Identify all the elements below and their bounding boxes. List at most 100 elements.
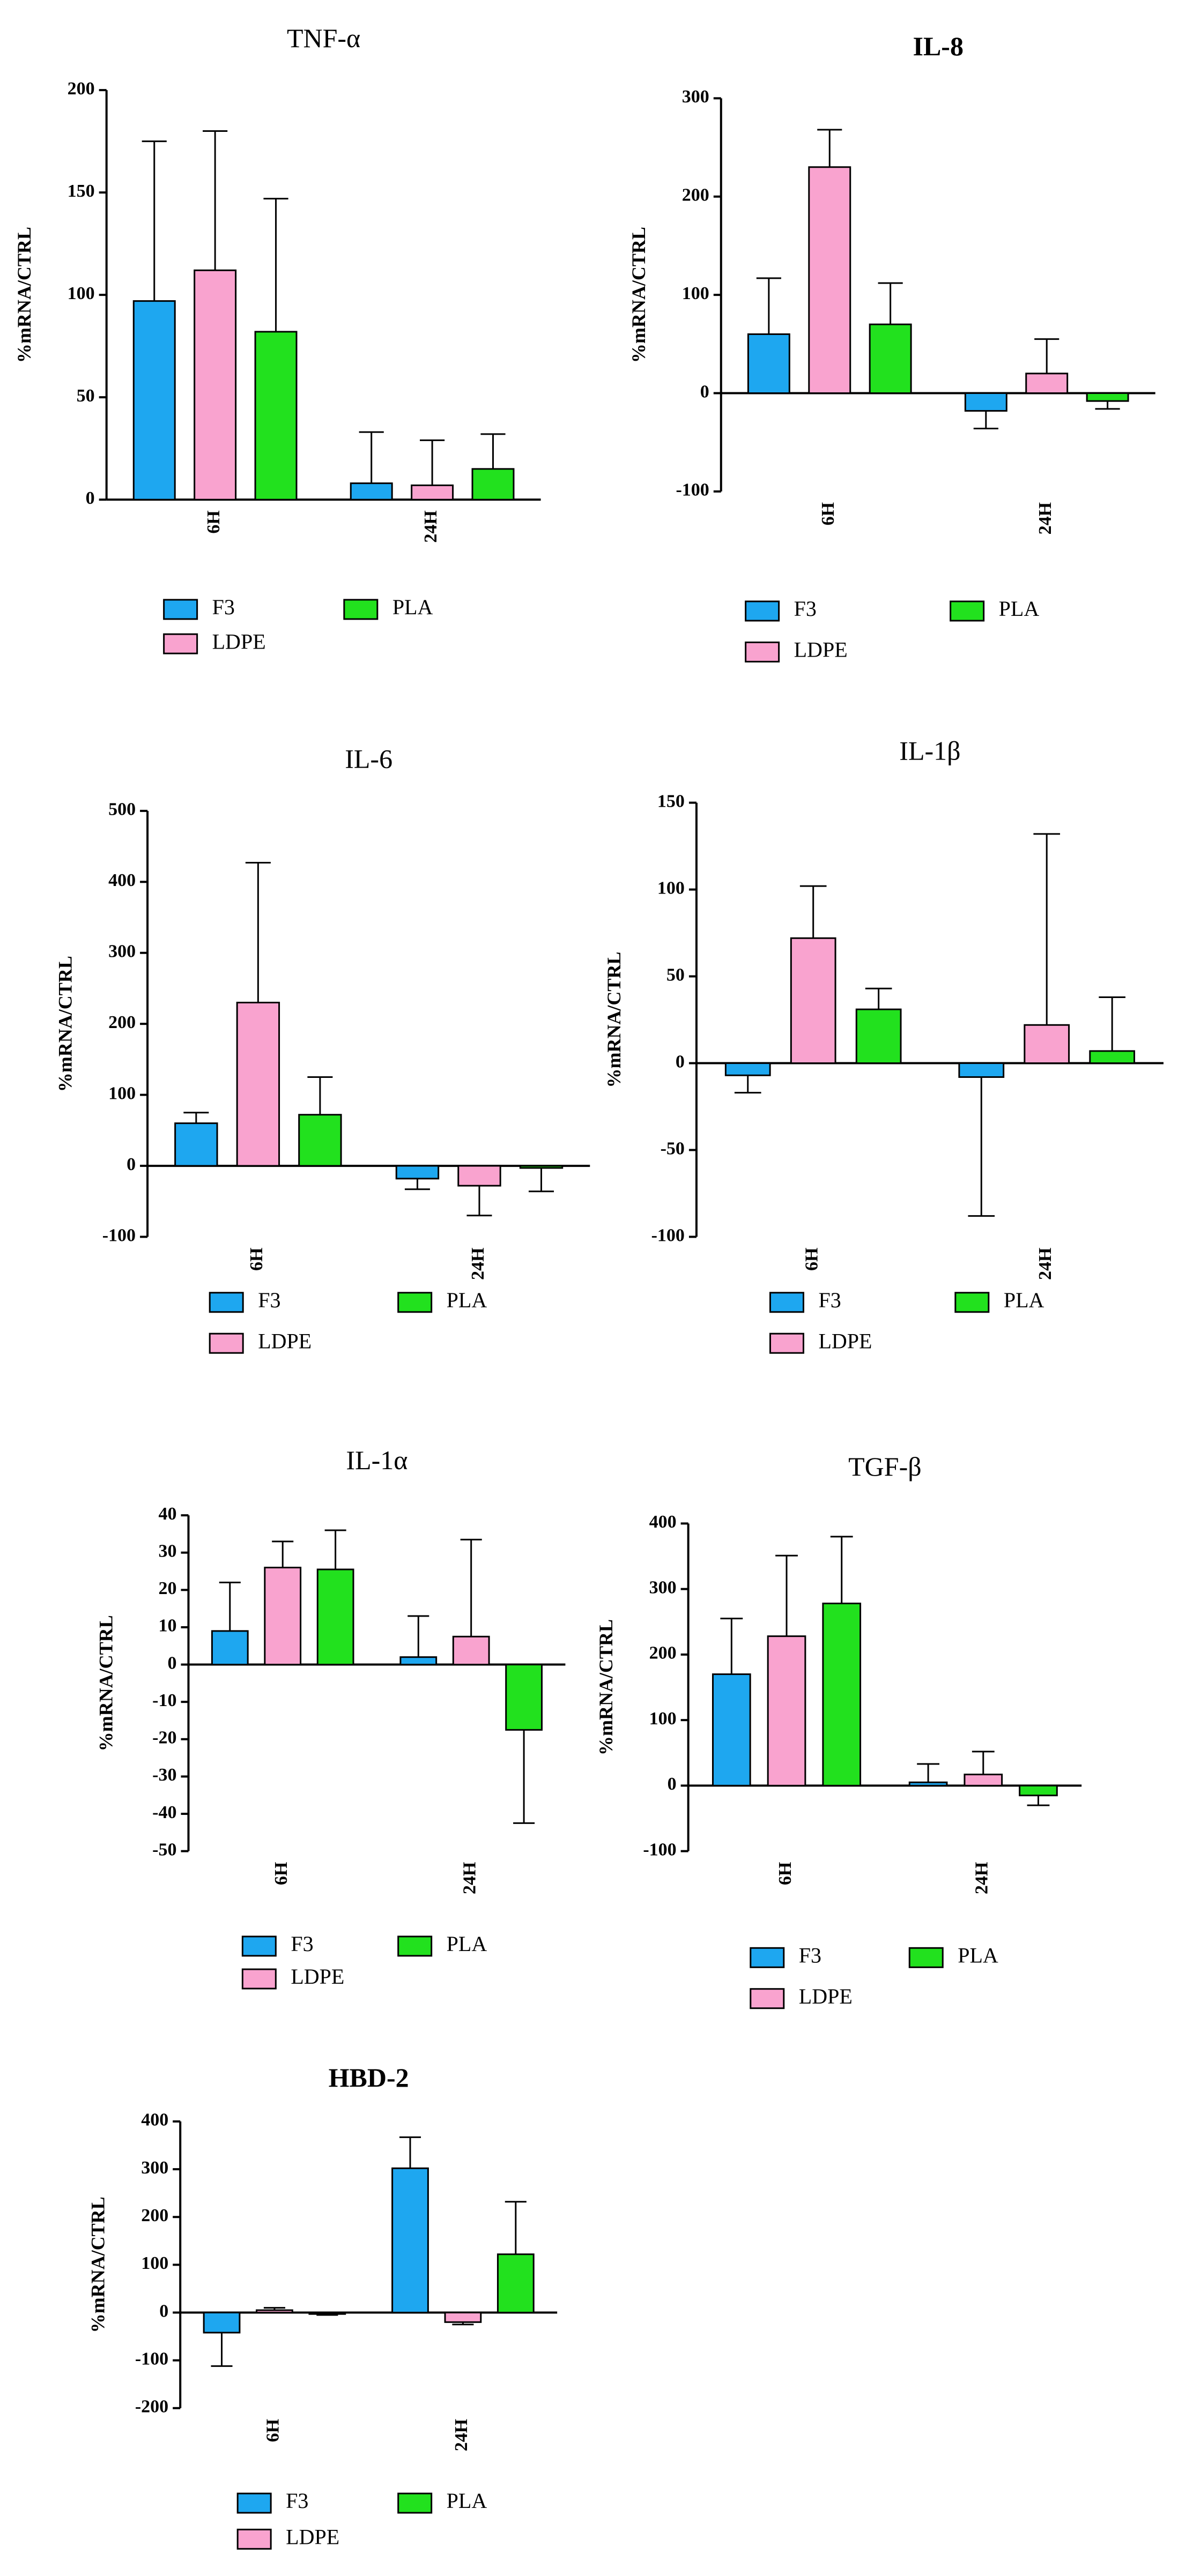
y-tick-label: 150 xyxy=(657,791,685,811)
bar xyxy=(452,1635,490,1666)
y-tick-label: 300 xyxy=(682,87,709,107)
x-tick-label: 6H xyxy=(204,510,224,533)
bar xyxy=(712,1673,751,1786)
bar xyxy=(471,468,515,501)
bar xyxy=(174,1122,218,1167)
y-axis-label: %mRNA/CTRL xyxy=(603,952,625,1088)
y-tick-label: -100 xyxy=(102,1225,136,1245)
legend-label: F3 xyxy=(291,1932,313,1956)
bar xyxy=(869,323,912,394)
legend-label: F3 xyxy=(286,2489,308,2513)
bar xyxy=(505,1664,543,1731)
bar xyxy=(391,2167,429,2314)
y-axis-label: %mRNA/CTRL xyxy=(54,956,76,1092)
legend-swatch xyxy=(745,600,780,622)
legend-swatch xyxy=(236,2528,272,2550)
y-tick-label: 0 xyxy=(700,382,709,401)
bar xyxy=(908,1781,948,1786)
bar xyxy=(254,331,298,501)
legend-label: LDPE xyxy=(212,629,266,653)
legend-swatch xyxy=(954,1292,990,1313)
bar xyxy=(444,2312,482,2323)
legend-swatch xyxy=(397,1292,433,1313)
bar xyxy=(1086,392,1129,402)
y-tick-label: 300 xyxy=(141,2158,168,2178)
y-tick-label: 150 xyxy=(68,181,95,201)
legend-swatch xyxy=(750,1988,785,2009)
legend-label: F3 xyxy=(258,1288,280,1312)
y-tick-label: -100 xyxy=(676,480,709,500)
bar xyxy=(1024,1024,1070,1064)
legend-swatch xyxy=(397,2492,433,2514)
y-tick-label: 0 xyxy=(159,2301,168,2321)
y-tick-label: 100 xyxy=(141,2253,168,2273)
y-tick-label: -100 xyxy=(651,1225,685,1245)
y-tick-label: 50 xyxy=(77,386,95,406)
y-tick-label: -20 xyxy=(152,1728,176,1748)
bar xyxy=(1025,373,1069,394)
legend-swatch xyxy=(209,1332,244,1354)
y-tick-label: 400 xyxy=(108,870,136,890)
y-tick-label: -30 xyxy=(152,1765,176,1785)
legend-label: LDPE xyxy=(286,2525,339,2549)
bar xyxy=(308,2312,346,2315)
bar xyxy=(132,300,176,501)
chart-title: TNF-α xyxy=(287,23,360,53)
y-tick-label: -100 xyxy=(135,2349,168,2369)
bar xyxy=(519,1165,564,1169)
legend-label: PLA xyxy=(392,595,433,619)
bar xyxy=(395,1165,440,1180)
legend-label: PLA xyxy=(999,597,1040,621)
chart-title: TGF-β xyxy=(848,1451,922,1481)
y-tick-label: 100 xyxy=(68,284,95,303)
bar xyxy=(958,1062,1005,1078)
legend-label: F3 xyxy=(818,1288,841,1312)
y-tick-label: 0 xyxy=(86,488,95,508)
y-tick-label: -50 xyxy=(661,1138,685,1158)
bar xyxy=(316,1568,354,1666)
bar xyxy=(1089,1050,1136,1064)
y-tick-label: 400 xyxy=(141,2110,168,2130)
chart-title: IL-1β xyxy=(899,735,960,765)
x-tick-label: 24H xyxy=(421,510,441,542)
x-tick-label: 24H xyxy=(972,1862,992,1894)
y-tick-label: 200 xyxy=(682,185,709,205)
bar xyxy=(497,2253,535,2314)
y-tick-label: 0 xyxy=(676,1052,685,1071)
y-axis-label: %mRNA/CTRL xyxy=(95,1615,117,1751)
bar xyxy=(747,333,790,394)
legend-label: LDPE xyxy=(258,1329,312,1353)
y-tick-label: 40 xyxy=(158,1504,176,1524)
legend-label: PLA xyxy=(1004,1288,1044,1312)
y-tick-label: -100 xyxy=(643,1840,676,1859)
legend-label: LDPE xyxy=(818,1329,872,1353)
legend-label: PLA xyxy=(958,1943,998,1967)
chart-title: IL-6 xyxy=(345,744,392,774)
chart-title: IL-1α xyxy=(346,1445,407,1475)
legend-swatch xyxy=(908,1947,944,1968)
bar xyxy=(767,1635,806,1786)
x-tick-label: 6H xyxy=(247,1248,266,1271)
y-tick-label: 50 xyxy=(666,965,685,985)
legend-label: F3 xyxy=(799,1943,821,1967)
legend-label: PLA xyxy=(447,1932,487,1956)
legend-swatch xyxy=(769,1332,804,1354)
legend-swatch xyxy=(745,641,780,662)
legend-swatch xyxy=(769,1292,804,1313)
chart-title: IL-8 xyxy=(913,31,964,61)
legend-label: LDPE xyxy=(291,1964,344,1989)
bar xyxy=(211,1630,249,1666)
y-tick-label: -40 xyxy=(152,1803,176,1822)
legend-swatch xyxy=(241,1968,277,1990)
legend-label: PLA xyxy=(447,1288,487,1312)
bar xyxy=(790,937,836,1064)
x-tick-label: 24H xyxy=(451,2419,471,2451)
legend-swatch xyxy=(163,599,198,620)
y-tick-label: 100 xyxy=(649,1709,677,1729)
bar xyxy=(203,2312,241,2334)
y-tick-label: 30 xyxy=(158,1542,176,1561)
x-tick-label: 6H xyxy=(818,502,838,525)
bar xyxy=(298,1114,342,1167)
y-tick-label: 300 xyxy=(649,1577,677,1597)
